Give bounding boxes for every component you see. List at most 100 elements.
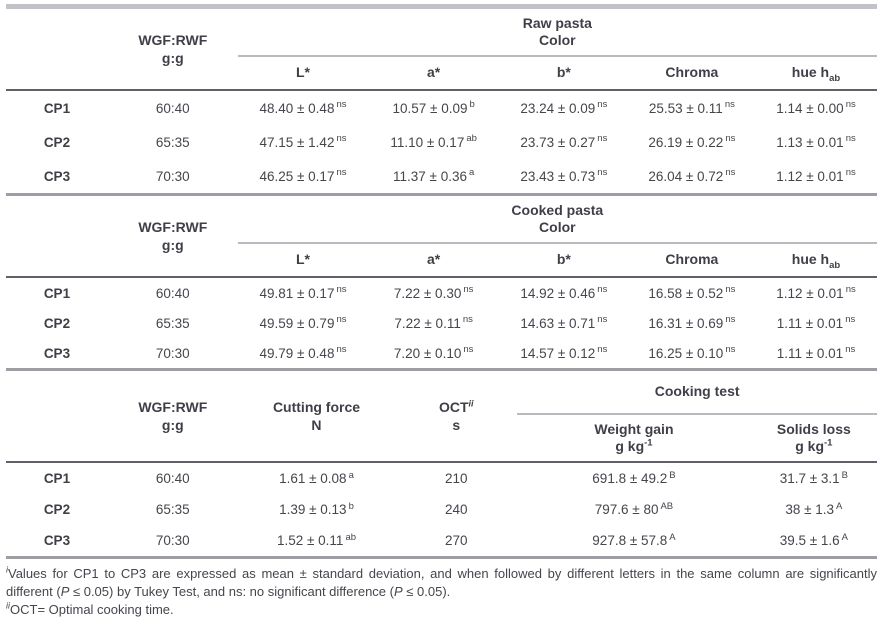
value-cell: 14.57 ± 0.12 ns [520,344,608,361]
value-cell: 1.11 ± 0.01 ns [776,344,856,361]
significance-superscript: ns [725,284,736,295]
footnote-2: iiOCT= Optimal cooking time. [6,601,174,618]
corner-cell [6,196,108,278]
value-cell: 23.43 ± 0.73 ns [520,167,608,184]
significance-superscript: ns [597,344,608,355]
column-header-oct: OCTii s [395,371,518,463]
value-cell: 14.63 ± 0.71 ns [520,314,608,331]
value-cell: 797.6 ± 80 AB [594,500,674,517]
column-header-hue: hue hab [755,56,877,91]
value-cell: 16.58 ± 0.52 ns [648,284,736,301]
cooked-pasta-section: WGF:RWF g:g Cooked pasta Color L* a* b* … [6,196,877,371]
footnotes: iValues for CP1 to CP3 are expressed as … [6,565,877,620]
top-rule [6,4,877,9]
cooking-test-table: WGF:RWF g:g Cutting force N OCTii s Cook… [6,371,877,556]
sample-cell: CP1 [43,100,71,116]
column-header-b: b* [498,56,629,91]
value-cell: 927.8 ± 57.8 A [592,531,676,548]
column-header-weight-gain: Weight gain g kg-1 [517,414,751,463]
value-cell: 1.12 ± 0.01 ns [776,284,856,301]
corner-cell [6,9,108,91]
value-cell: 26.04 ± 0.72 ns [648,167,736,184]
column-header-chroma: Chroma [628,56,755,91]
column-header-b: b* [498,243,629,278]
significance-superscript: ns [845,167,856,178]
raw-pasta-body: CP1 60:40 48.40 ± 0.48 ns 10.57 ± 0.09 b 23.24… [6,90,877,193]
column-header-chroma: Chroma [628,243,755,278]
value-cell: 49.79 ± 0.48 ns [259,344,347,361]
column-header-L: L* [237,56,369,91]
value-cell: 1.11 ± 0.01 ns [776,314,856,331]
value-cell: 25.53 ± 0.11 ns [648,99,735,116]
column-header-solids-loss: Solids loss g kg-1 [750,414,877,463]
significance-superscript: ns [597,314,608,325]
value-cell: 691.8 ± 49.2 B [592,469,676,486]
value-cell: 48.40 ± 0.48 ns [259,99,347,116]
stub-line2: g:g [161,237,184,253]
column-header-L: L* [237,243,369,278]
significance-superscript: ab [345,531,357,543]
significance-superscript: ns [336,167,347,178]
value-cell: 240 [445,502,468,517]
significance-superscript: ns [724,99,735,110]
value-cell: 38 ± 1.3 A [785,500,843,517]
value-cell: 10.57 ± 0.09 b [392,99,475,116]
table-row: CP1 60:40 49.81 ± 0.17 ns 7.22 ± 0.30 ns 14.92… [6,277,877,308]
significance-superscript: a [348,469,354,481]
stub-line2: g:g [161,417,184,433]
spanner-cooking-test: Cooking test [517,371,877,415]
significance-superscript: ns [597,99,608,110]
ratio-cell: 70:30 [155,168,190,184]
significance-superscript: A [841,531,848,543]
footnote-1: iValues for CP1 to CP3 are expressed as … [6,564,877,600]
significance-superscript: ns [597,284,608,295]
ratio-cell: 70:30 [155,533,190,548]
spanner-raw-pasta-color: Raw pasta Color [237,9,877,57]
significance-superscript: AB [660,500,674,512]
sample-cell: CP2 [43,315,71,331]
significance-superscript: ns [336,344,347,355]
table-row: CP2 65:35 47.15 ± 1.42 ns 11.10 ± 0.17 ab 23.7… [6,125,877,159]
significance-superscript: ns [845,99,856,110]
sample-cell: CP3 [43,533,71,548]
header-row-spanner: WGF:RWF g:g Cutting force N OCTii s Cook… [6,371,877,463]
sample-cell: CP3 [43,345,71,361]
table-row: CP1 60:40 1.61 ± 0.08 a 210 691.8 ± 49.2 B 31.7… [6,462,877,494]
table-row: CP3 70:30 46.25 ± 0.17 ns 11.37 ± 0.36 a 23.43… [6,159,877,193]
table-row: CP1 60:40 48.40 ± 0.48 ns 10.57 ± 0.09 b 23.24… [6,90,877,125]
stub-line1: WGF:RWF [138,398,208,415]
value-cell: 1.61 ± 0.08 a [279,469,354,486]
ratio-cell: 60:40 [155,285,190,301]
stub-header-wgf-rwf: WGF:RWF g:g [107,9,238,91]
significance-superscript: ns [336,133,347,144]
spanner-line2: Color [539,219,576,235]
significance-superscript: ns [597,167,608,178]
significance-superscript: ns [845,314,856,325]
cooked-pasta-color-table: WGF:RWF g:g Cooked pasta Color L* a* b* … [6,196,877,368]
significance-superscript: ns [463,344,474,355]
value-cell: 49.59 ± 0.79 ns [259,314,347,331]
significance-superscript: ns [336,314,347,325]
significance-superscript: b [469,99,475,110]
stub-header-wgf-rwf: WGF:RWF g:g [107,196,238,278]
value-cell: 11.10 ± 0.17 ab [390,133,477,150]
significance-superscript: a [468,167,475,178]
significance-superscript: ns [845,133,856,144]
value-cell: 1.39 ± 0.13 b [279,500,354,517]
value-cell: 1.13 ± 0.01 ns [776,133,856,150]
table-row: CP2 65:35 1.39 ± 0.13 b 240 797.6 ± 80 AB 38 ± … [6,494,877,525]
significance-superscript: A [836,500,843,512]
sample-cell: CP2 [43,502,71,517]
sample-cell: CP2 [43,134,71,150]
column-header-cutting-force: Cutting force N [237,371,396,463]
value-cell: 16.31 ± 0.69 ns [648,314,736,331]
significance-superscript: ns [845,344,856,355]
header-row-columns: Weight gain g kg-1 Solids loss g kg-1 [6,414,877,463]
column-header-a: a* [368,56,499,91]
significance-superscript: ns [336,284,347,295]
value-cell: 26.19 ± 0.22 ns [648,133,736,150]
value-cell: 46.25 ± 0.17 ns [259,167,347,184]
value-cell: 210 [445,471,468,486]
value-cell: 1.12 ± 0.01 ns [776,167,856,184]
